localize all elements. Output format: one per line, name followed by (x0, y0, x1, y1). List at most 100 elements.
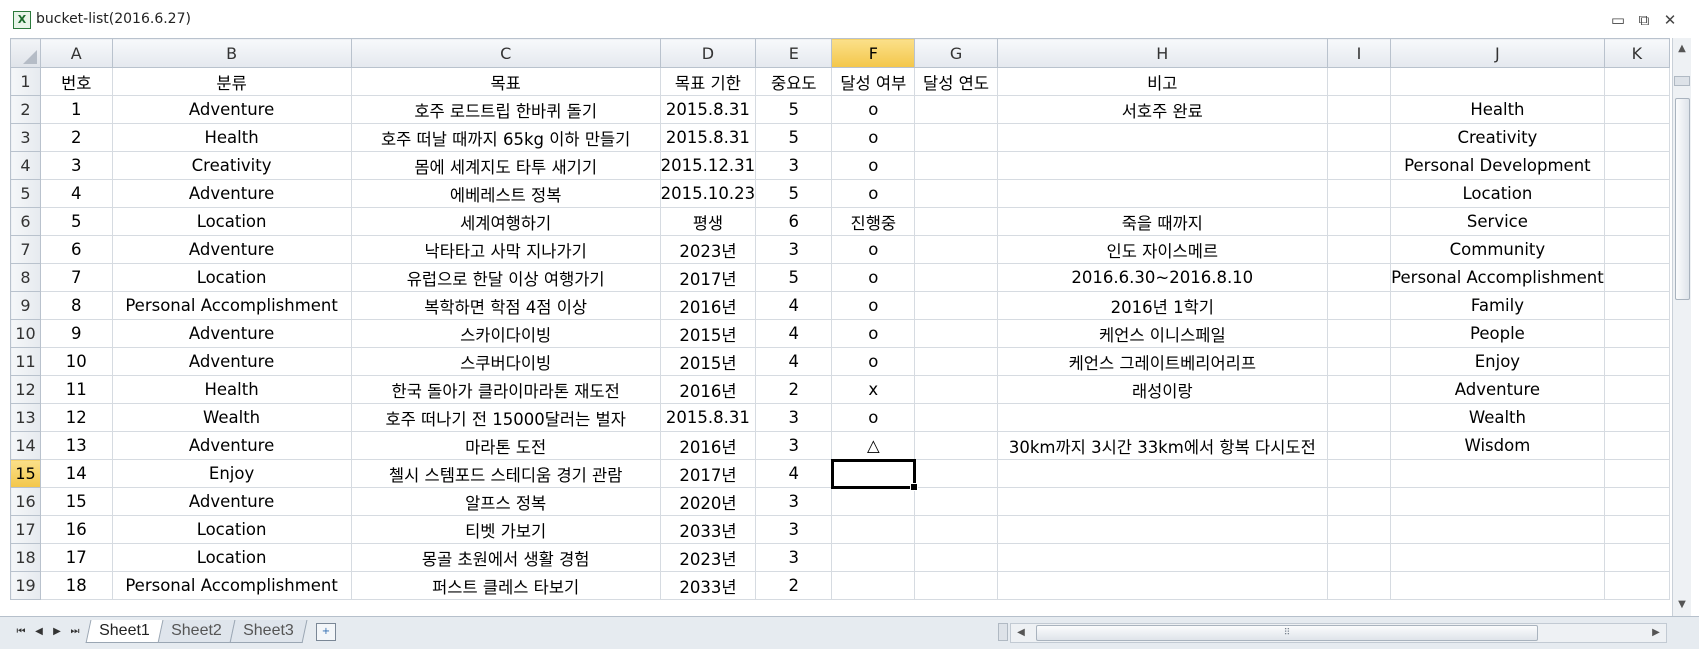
cell-b18[interactable]: Location (111, 543, 352, 572)
cell-k18[interactable] (1603, 543, 1670, 572)
cell-h6[interactable]: 죽을 때까지 (996, 207, 1328, 236)
cell-c12[interactable]: 한국 돌아가 클라이마라톤 재도전 (350, 375, 661, 404)
cell-i19[interactable] (1326, 571, 1392, 600)
row-header[interactable]: 18 (10, 543, 41, 572)
cell-d7[interactable]: 2023년 (659, 235, 757, 264)
cell-a3[interactable]: 2 (40, 123, 113, 152)
cell-i6[interactable] (1326, 207, 1392, 236)
cell-b1[interactable]: 분류 (111, 67, 352, 96)
cell-i4[interactable] (1326, 151, 1392, 180)
column-header-h[interactable]: H (996, 38, 1328, 68)
cell-d8[interactable]: 2017년 (659, 263, 757, 292)
cell-h3[interactable] (996, 123, 1328, 152)
row-header[interactable]: 6 (10, 207, 41, 236)
cell-j19[interactable] (1390, 571, 1605, 600)
cell-d14[interactable]: 2016년 (659, 431, 757, 460)
cell-i10[interactable] (1326, 319, 1392, 348)
cell-f4[interactable]: o (831, 151, 916, 180)
cell-c18[interactable]: 몽골 초원에서 생활 경험 (350, 543, 661, 572)
column-header-c[interactable]: C (350, 38, 661, 68)
cell-j5[interactable]: Location (1390, 179, 1605, 208)
cell-e13[interactable]: 3 (755, 403, 833, 432)
cell-e16[interactable]: 3 (755, 487, 833, 516)
cell-i7[interactable] (1326, 235, 1392, 264)
cell-a11[interactable]: 10 (40, 347, 113, 376)
row-header[interactable]: 10 (10, 319, 41, 348)
cell-d15[interactable]: 2017년 (659, 459, 757, 488)
resize-grip-icon[interactable] (1674, 623, 1690, 641)
cell-g10[interactable] (914, 319, 998, 348)
cell-k3[interactable] (1603, 123, 1670, 152)
cell-j1[interactable] (1390, 67, 1605, 96)
cell-b9[interactable]: Personal Accomplishment (111, 291, 352, 320)
cell-b17[interactable]: Location (111, 515, 352, 544)
cell-i14[interactable] (1326, 431, 1392, 460)
cell-j10[interactable]: People (1390, 319, 1605, 348)
cell-a1[interactable]: 번호 (40, 67, 113, 96)
cell-f17[interactable] (831, 515, 916, 544)
cell-e19[interactable]: 2 (755, 571, 833, 600)
cell-c4[interactable]: 몸에 세계지도 타투 새기기 (350, 151, 661, 180)
cell-d12[interactable]: 2016년 (659, 375, 757, 404)
cell-k9[interactable] (1603, 291, 1670, 320)
cell-i9[interactable] (1326, 291, 1392, 320)
cell-h7[interactable]: 인도 자이스메르 (996, 235, 1328, 264)
cell-c13[interactable]: 호주 떠나기 전 15000달러는 벌자 (350, 403, 661, 432)
horizontal-scroll-thumb[interactable]: ⠿ (1036, 625, 1538, 641)
cell-b5[interactable]: Adventure (111, 179, 352, 208)
cell-d9[interactable]: 2016년 (659, 291, 757, 320)
horizontal-split-handle[interactable] (998, 623, 1008, 641)
cell-e14[interactable]: 3 (755, 431, 833, 460)
row-header[interactable]: 2 (10, 95, 41, 124)
column-header-j[interactable]: J (1390, 38, 1605, 68)
cell-g15[interactable] (914, 459, 998, 488)
insert-sheet-icon[interactable]: + (316, 623, 336, 641)
cell-f16[interactable] (831, 487, 916, 516)
cell-j12[interactable]: Adventure (1390, 375, 1605, 404)
cell-k5[interactable] (1603, 179, 1670, 208)
cell-j9[interactable]: Family (1390, 291, 1605, 320)
cell-c17[interactable]: 티벳 가보기 (350, 515, 661, 544)
cell-h19[interactable] (996, 571, 1328, 600)
cell-e11[interactable]: 4 (755, 347, 833, 376)
row-header[interactable]: 9 (10, 291, 41, 320)
cell-k1[interactable] (1603, 67, 1670, 96)
cell-d10[interactable]: 2015년 (659, 319, 757, 348)
column-header-a[interactable]: A (40, 38, 113, 68)
cell-g3[interactable] (914, 123, 998, 152)
cell-h17[interactable] (996, 515, 1328, 544)
cell-h13[interactable] (996, 403, 1328, 432)
cell-g7[interactable] (914, 235, 998, 264)
vertical-split-handle[interactable] (1674, 76, 1690, 86)
cell-k19[interactable] (1603, 571, 1670, 600)
cell-k17[interactable] (1603, 515, 1670, 544)
minimize-button[interactable]: ▭ (1610, 11, 1626, 29)
cell-a13[interactable]: 12 (40, 403, 113, 432)
cell-j18[interactable] (1390, 543, 1605, 572)
cell-a18[interactable]: 17 (40, 543, 113, 572)
cell-b10[interactable]: Adventure (111, 319, 352, 348)
cell-d13[interactable]: 2015.8.31 (659, 403, 757, 432)
cell-g8[interactable] (914, 263, 998, 292)
cell-e2[interactable]: 5 (755, 95, 833, 124)
cell-i1[interactable] (1326, 67, 1392, 96)
cell-b19[interactable]: Personal Accomplishment (111, 571, 352, 600)
row-header[interactable]: 12 (10, 375, 41, 404)
column-header-i[interactable]: I (1326, 38, 1392, 68)
cell-f14[interactable]: △ (831, 431, 916, 460)
cell-g18[interactable] (914, 543, 998, 572)
cell-f10[interactable]: o (831, 319, 916, 348)
cell-h10[interactable]: 케언스 이니스페일 (996, 319, 1328, 348)
column-header-d[interactable]: D (659, 38, 757, 68)
cell-e15[interactable]: 4 (755, 459, 833, 488)
cell-h9[interactable]: 2016년 1학기 (996, 291, 1328, 320)
cell-b16[interactable]: Adventure (111, 487, 352, 516)
cell-c6[interactable]: 세계여행하기 (350, 207, 661, 236)
cell-a19[interactable]: 18 (40, 571, 113, 600)
scroll-down-icon[interactable]: ▼ (1678, 599, 1686, 610)
cell-j13[interactable]: Wealth (1390, 403, 1605, 432)
cell-c15[interactable]: 첼시 스템포드 스테디움 경기 관람 (350, 459, 661, 488)
row-header[interactable]: 14 (10, 431, 41, 460)
horizontal-scrollbar[interactable]: ◀ ⠿ ▶ (1010, 623, 1667, 643)
cell-e1[interactable]: 중요도 (755, 67, 833, 96)
